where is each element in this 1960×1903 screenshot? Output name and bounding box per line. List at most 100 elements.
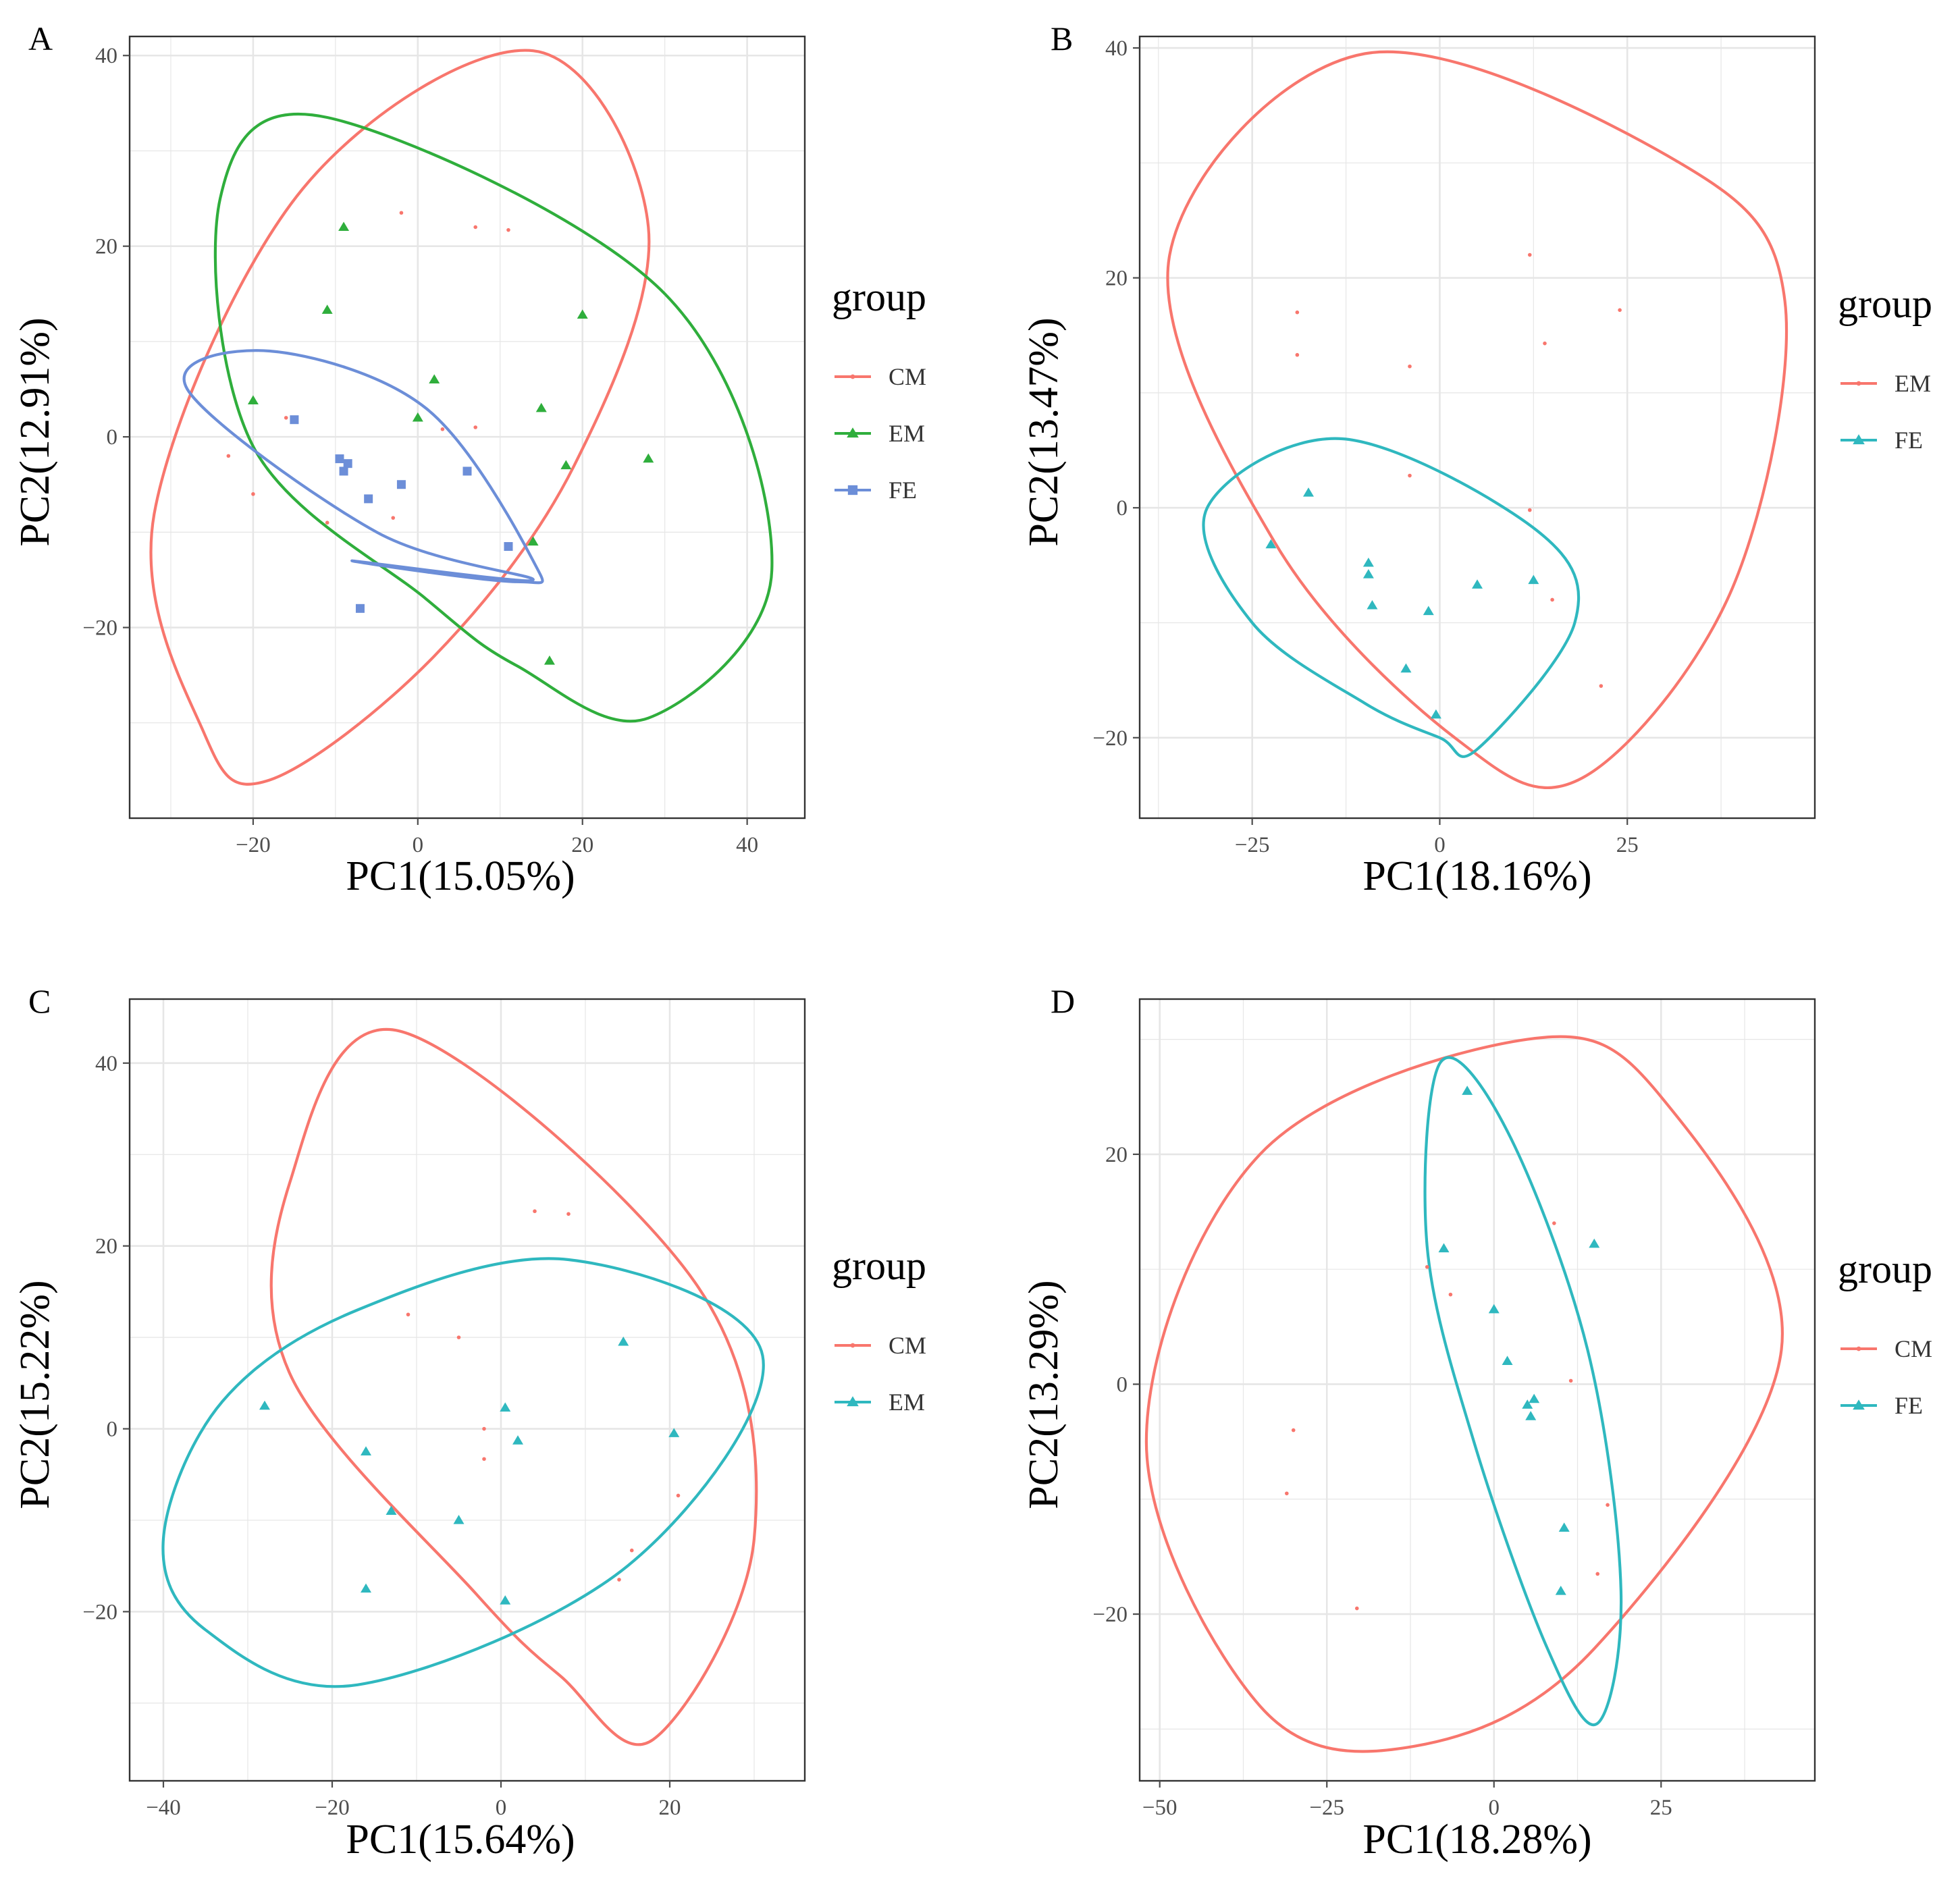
series-em <box>1295 252 1622 688</box>
ellipse-teal <box>161 1257 765 1688</box>
confidence-ellipses <box>161 1027 765 1746</box>
x-tick-label: 40 <box>736 833 758 857</box>
legend-item-cm: CM <box>835 363 926 390</box>
legend-label: EM <box>1895 370 1931 397</box>
point-em <box>338 221 350 232</box>
series-em <box>247 221 654 665</box>
point-em <box>259 1400 270 1410</box>
point-fe <box>1430 709 1441 719</box>
y-tick-label: −20 <box>82 616 117 641</box>
y-tick-label: 0 <box>1117 496 1128 520</box>
plot-area <box>1140 36 1815 818</box>
point-em <box>1527 508 1532 512</box>
point-em <box>527 536 539 546</box>
axis-ticks: −20 0 20 40 −20 0 20 40 <box>82 44 758 857</box>
plot-frame <box>1138 998 1816 1782</box>
ellipse-green <box>213 113 774 723</box>
panel-label: C <box>28 982 51 1020</box>
point-em <box>1408 473 1412 478</box>
legend-key-marker <box>1853 1399 1865 1410</box>
x-axis-title: PC1(18.16%) <box>1362 853 1591 899</box>
point-fe <box>1528 574 1539 585</box>
point-em <box>544 655 555 665</box>
axis-ticks: −40 −20 0 20 −20 0 20 40 <box>82 1052 681 1820</box>
point-fe <box>1303 487 1314 497</box>
point-cm <box>1291 1428 1296 1432</box>
legend: group CM EM FE <box>832 275 926 504</box>
legend-key-marker <box>1856 381 1861 386</box>
x-tick-label: 0 <box>1489 1796 1500 1820</box>
point-em <box>429 374 440 383</box>
point-fe <box>1589 1238 1600 1248</box>
confidence-ellipses <box>149 49 774 786</box>
point-cm <box>506 227 510 232</box>
legend-label: CM <box>1895 1335 1932 1362</box>
legend-item-fe: FE <box>1840 1392 1923 1419</box>
y-axis-title: PC2(13.29%) <box>1021 1280 1067 1509</box>
ellipse-teal <box>1423 1056 1623 1727</box>
point-cm <box>456 1335 461 1339</box>
point-cm <box>406 1312 410 1317</box>
x-axis-title: PC1(15.05%) <box>346 853 575 899</box>
ellipse-red <box>1144 1035 1784 1753</box>
x-tick-label: −40 <box>146 1796 181 1820</box>
point-em <box>1618 308 1622 313</box>
y-tick-label: 20 <box>1105 1143 1128 1167</box>
point-fe <box>1265 539 1277 549</box>
y-tick-label: 20 <box>95 1235 117 1259</box>
legend-item-em: EM <box>835 420 925 447</box>
legend-label: CM <box>889 1332 926 1359</box>
point-cm <box>482 1426 486 1431</box>
legend-label: EM <box>889 1389 925 1416</box>
point-cm <box>1606 1503 1610 1507</box>
point-fe <box>335 454 344 464</box>
x-tick-label: 25 <box>1616 833 1639 857</box>
ellipse-teal <box>1202 437 1581 758</box>
point-fe <box>1367 599 1378 610</box>
point-em <box>512 1435 523 1445</box>
point-fe <box>1502 1356 1513 1366</box>
x-tick-label: −20 <box>236 833 271 857</box>
point-em <box>577 309 588 319</box>
point-fe <box>1488 1304 1500 1314</box>
series-fe <box>1438 1085 1600 1595</box>
legend-label: CM <box>889 363 926 390</box>
x-tick-label: −20 <box>315 1796 350 1820</box>
point-cm <box>617 1578 621 1582</box>
series-fe <box>1265 487 1539 719</box>
legend-key-marker <box>850 1343 855 1348</box>
point-cm <box>1595 1572 1600 1576</box>
x-tick-label: 0 <box>1434 833 1446 857</box>
y-tick-label: −20 <box>82 1600 117 1624</box>
legend-title: group <box>1838 282 1932 326</box>
legend-key-marker <box>847 485 858 495</box>
point-em <box>500 1402 511 1412</box>
point-fe <box>1423 606 1434 616</box>
ellipse-red <box>1166 50 1789 789</box>
point-cm <box>399 211 404 215</box>
point-cm <box>676 1493 681 1498</box>
ellipse-red <box>269 1027 758 1746</box>
point-em <box>386 1505 397 1516</box>
panel-b: −25 0 25 −20 0 20 40 PC1(18.16%) PC2(13.47%) Bgro… <box>1021 20 1932 899</box>
point-em <box>1408 364 1412 369</box>
panel-a: −20 0 20 40 −20 0 20 40 PC1(15.05%) PC2(12.91%) Ag… <box>12 20 926 899</box>
plot-area <box>130 999 805 1781</box>
point-fe <box>1362 557 1374 567</box>
x-tick-label: 20 <box>659 1796 681 1820</box>
legend-label: FE <box>889 477 917 504</box>
series-fe <box>290 415 513 613</box>
point-em <box>643 453 654 463</box>
point-fe <box>1558 1522 1570 1532</box>
point-fe <box>1555 1586 1566 1595</box>
y-tick-label: 40 <box>1105 36 1128 61</box>
legend-key-marker <box>847 427 859 438</box>
plot-frame <box>1138 35 1816 820</box>
legend-key-marker <box>847 1396 859 1407</box>
panel-label: D <box>1051 982 1075 1020</box>
point-em <box>1527 252 1532 257</box>
point-fe <box>396 480 406 489</box>
y-tick-label: 0 <box>1117 1372 1128 1397</box>
x-tick-label: −25 <box>1235 833 1270 857</box>
panel-label: A <box>28 20 53 57</box>
